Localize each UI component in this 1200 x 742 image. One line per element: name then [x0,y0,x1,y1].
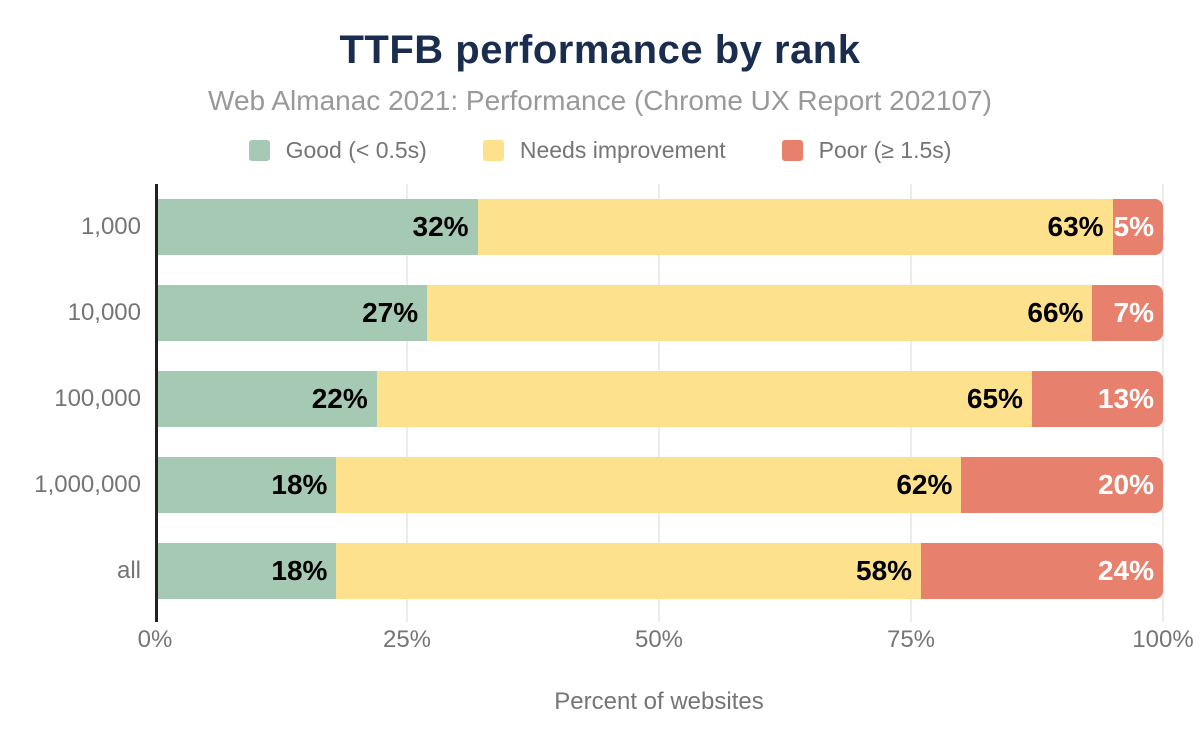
bar-row: 18% 58% 24% [155,528,1163,614]
bar-value-label: 7% [1113,297,1154,328]
stacked-bar: 18% 62% 20% [155,457,1163,513]
bar-row: 22% 65% 13% [155,356,1163,442]
x-axis-tick: 50% [634,626,684,653]
plot: 1,000 10,000 100,000 1,000,000 all 32% 63% 5% 2… [0,184,1200,622]
chart-title: TTFB performance by rank [339,28,861,72]
bar-segment-needs-improvement: 66% [427,285,1093,341]
legend-item-poor: Poor (≥ 1.5s) [781,137,952,164]
x-axis-tick: 0% [137,626,173,653]
x-axis-tick: 100% [1132,626,1194,653]
bar-value-label: 27% [362,297,419,328]
bar-value-label: 24% [1097,555,1154,586]
bar-row: 18% 62% 20% [155,442,1163,528]
y-axis-label: 100,000 [54,385,141,412]
bar-segment-good: 18% [155,543,337,599]
bar-segment-good: 27% [155,285,428,341]
x-axis-title: Percent of websites [554,688,764,715]
x-axis: 0% 25% 50% 75% 100% [138,626,1194,656]
y-axis-label: 1,000,000 [34,471,141,498]
bar-row: 27% 66% 7% [155,270,1163,356]
bar-segment-good: 22% [155,371,377,427]
bar-segment-needs-improvement: 63% [477,199,1113,255]
legend-item-good: Good (< 0.5s) [248,137,427,164]
legend-swatch-good [248,140,270,161]
bar-value-label: 22% [311,383,368,414]
bar-value-label: 58% [856,555,913,586]
bar-value-label: 18% [271,469,328,500]
bar-value-label: 32% [412,211,469,242]
y-axis-label: 10,000 [67,299,141,326]
legend-swatch-needs-improvement [482,140,504,161]
y-axis-label: 1,000 [80,213,141,240]
x-axis-tick: 75% [886,626,936,653]
bar-value-label: 5% [1113,211,1154,242]
stacked-bar: 18% 58% 24% [155,543,1163,599]
legend-label: Good (< 0.5s) [285,137,427,163]
bar-segment-needs-improvement: 62% [336,457,962,513]
bar-value-label: 62% [896,469,953,500]
bar-segment-good: 32% [155,199,478,255]
bar-value-label: 18% [271,555,328,586]
bar-value-label: 13% [1097,383,1154,414]
bar-value-label: 20% [1097,469,1154,500]
y-axis-labels: 1,000 10,000 100,000 1,000,000 all [0,184,155,614]
bar-segment-poor: 5% [1112,199,1163,255]
bar-segment-poor: 24% [921,543,1163,599]
legend-swatch-poor [781,140,803,161]
legend-label: Needs improvement [519,137,726,163]
bar-value-label: 66% [1027,297,1084,328]
y-axis-label: all [116,557,141,584]
plot-rows: 32% 63% 5% 27% 66% 7% 22% 65% 13% 18% 62% 20% 18% 58%… [155,184,1163,614]
bar-segment-needs-improvement: 65% [376,371,1032,427]
gridline [1162,184,1164,622]
bar-segment-poor: 7% [1092,285,1163,341]
chart-subtitle: Web Almanac 2021: Performance (Chrome UX… [208,85,992,116]
legend-label: Poor (≥ 1.5s) [818,137,952,163]
y-axis-line [155,184,158,622]
bar-segment-needs-improvement: 58% [336,543,922,599]
bar-value-label: 65% [966,383,1023,414]
stacked-bar: 27% 66% 7% [155,285,1163,341]
chart-container: TTFB performance by rank Web Almanac 202… [0,28,1200,716]
bar-value-label: 63% [1047,211,1104,242]
legend-item-needs-improvement: Needs improvement [482,137,726,164]
bar-row: 32% 63% 5% [155,184,1163,270]
bar-segment-poor: 13% [1031,371,1163,427]
bar-segment-poor: 20% [961,457,1163,513]
bar-segment-good: 18% [155,457,337,513]
legend: Good (< 0.5s) Needs improvement Poor (≥ 1.… [0,137,1200,164]
x-axis-tick: 25% [382,626,432,653]
stacked-bar: 32% 63% 5% [155,199,1163,255]
plot-area: 32% 63% 5% 27% 66% 7% 22% 65% 13% 18% 62% 20% 18% 58%… [155,184,1164,622]
stacked-bar: 22% 65% 13% [155,371,1163,427]
